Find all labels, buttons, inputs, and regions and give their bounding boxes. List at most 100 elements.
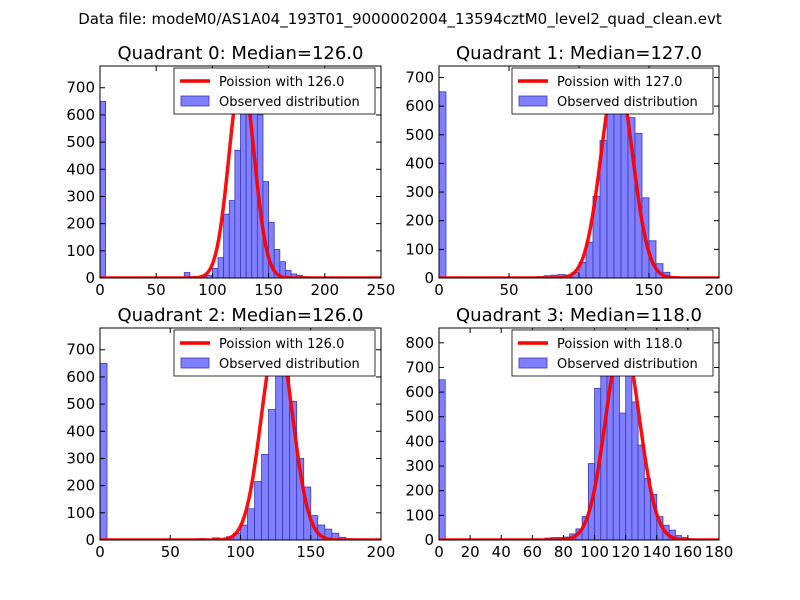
x-tick-label: 200 bbox=[705, 281, 734, 299]
x-tick-label: 100 bbox=[565, 281, 594, 299]
y-tick-label: 0 bbox=[85, 531, 95, 549]
x-tick-label: 140 bbox=[642, 543, 671, 561]
x-tick-label: 100 bbox=[580, 543, 609, 561]
legend-bar-swatch bbox=[518, 95, 548, 107]
histogram-bar bbox=[331, 532, 340, 540]
subplot-quadrant-3: 0 20 40 60 80 100 120 140 160 1800100200300400500… bbox=[405, 305, 733, 561]
y-tick-label: 500 bbox=[66, 395, 95, 413]
x-tick-label: 20 bbox=[461, 543, 480, 561]
y-tick-label: 800 bbox=[405, 334, 434, 352]
x-tick-label: 0 bbox=[95, 281, 105, 299]
histogram-bar bbox=[275, 356, 284, 540]
y-tick-label: 100 bbox=[405, 506, 434, 524]
legend-bar-swatch bbox=[180, 95, 210, 107]
y-tick-label: 200 bbox=[405, 482, 434, 500]
legend-label-poisson: Poission with 126.0 bbox=[219, 337, 344, 352]
plot-area bbox=[100, 335, 381, 540]
y-tick-label: 100 bbox=[405, 240, 434, 258]
x-tick-label: 200 bbox=[310, 281, 339, 299]
legend-label-observed: Observed distribution bbox=[219, 357, 360, 372]
y-tick-label: 400 bbox=[66, 422, 95, 440]
y-tick-label: 600 bbox=[66, 106, 95, 124]
x-tick-label: 80 bbox=[554, 543, 573, 561]
y-tick-label: 600 bbox=[66, 368, 95, 386]
subplot-quadrant-0: 0 50 100 150 200 250 0 100 200 300 400 500 600 700 Qua… bbox=[66, 43, 395, 299]
histogram-bar bbox=[268, 409, 277, 540]
y-tick-label: 700 bbox=[405, 68, 434, 86]
subplot-title: Quadrant 1: Median=127.0 bbox=[456, 43, 702, 64]
x-tick-label: 50 bbox=[161, 543, 180, 561]
histogram-bar bbox=[228, 200, 236, 278]
y-tick-label: 600 bbox=[405, 383, 434, 401]
x-tick-label: 120 bbox=[611, 543, 640, 561]
y-tick-label: 700 bbox=[66, 79, 95, 97]
y-tick-label: 0 bbox=[424, 531, 434, 549]
histogram-bar bbox=[247, 508, 255, 540]
y-tick-label: 700 bbox=[405, 358, 434, 376]
x-tick-label: 0 bbox=[434, 543, 444, 561]
x-tick-label: 50 bbox=[147, 281, 166, 299]
y-tick-label: 300 bbox=[66, 187, 95, 205]
y-tick-label: 600 bbox=[405, 97, 434, 115]
y-tick-label: 400 bbox=[66, 160, 95, 178]
y-tick-label: 400 bbox=[405, 154, 434, 172]
x-tick-label: 160 bbox=[674, 543, 703, 561]
legend-bar-swatch bbox=[180, 357, 210, 369]
legend-label-poisson: Poission with 118.0 bbox=[557, 337, 682, 352]
histogram-bar bbox=[439, 379, 446, 540]
histogram-bar bbox=[100, 100, 107, 278]
histogram-bar bbox=[240, 111, 247, 278]
y-tick-label: 100 bbox=[66, 242, 95, 260]
subplot-quadrant-2: 0 50 100 150 200 0 100 200 300 400 500 600 700 Quadra… bbox=[66, 305, 395, 561]
y-tick-label: 300 bbox=[405, 457, 434, 475]
legend: Poission with 126.0 Observed distribution bbox=[173, 329, 376, 377]
y-tick-label: 200 bbox=[66, 477, 95, 495]
histogram-bar bbox=[234, 149, 241, 278]
x-tick-label: 150 bbox=[296, 543, 325, 561]
histogram-bar bbox=[254, 481, 262, 540]
y-tick-label: 500 bbox=[405, 126, 434, 144]
axes-frame bbox=[99, 65, 382, 279]
y-tick-label: 400 bbox=[405, 432, 434, 450]
x-tick-label: 60 bbox=[523, 543, 542, 561]
y-tick-label: 300 bbox=[66, 449, 95, 467]
histogram-bar bbox=[637, 444, 645, 540]
histogram-bar bbox=[606, 105, 615, 278]
histogram-bar bbox=[279, 261, 286, 278]
legend-label-observed: Observed distribution bbox=[557, 95, 698, 110]
x-tick-label: 150 bbox=[635, 281, 664, 299]
histogram-bar bbox=[631, 401, 639, 540]
legend: Poission with 126.0 Observed distribution bbox=[173, 67, 376, 115]
y-tick-label: 500 bbox=[66, 133, 95, 151]
y-tick-label: 0 bbox=[85, 269, 95, 287]
figure-title: Data file: modeM0/AS1A04_193T01_90000020… bbox=[78, 10, 722, 29]
y-tick-label: 100 bbox=[66, 504, 95, 522]
histogram-bar bbox=[261, 453, 270, 540]
x-tick-label: 180 bbox=[705, 543, 734, 561]
plot-area bbox=[439, 72, 719, 278]
y-tick-label: 0 bbox=[424, 269, 434, 287]
y-tick-label: 500 bbox=[405, 408, 434, 426]
poisson-curve bbox=[439, 337, 719, 540]
histogram-bar bbox=[619, 412, 627, 540]
x-tick-label: 100 bbox=[198, 281, 227, 299]
y-tick-label: 700 bbox=[66, 341, 95, 359]
histogram-bar bbox=[439, 91, 447, 278]
histogram-bar bbox=[100, 362, 108, 540]
x-tick-label: 40 bbox=[492, 543, 511, 561]
y-tick-label: 200 bbox=[405, 212, 434, 230]
subplot-title: Quadrant 0: Median=126.0 bbox=[118, 43, 364, 64]
x-tick-label: 50 bbox=[499, 281, 518, 299]
histogram-bar bbox=[211, 268, 219, 278]
x-tick-label: 100 bbox=[226, 543, 255, 561]
y-tick-label: 300 bbox=[405, 183, 434, 201]
subplot-title: Quadrant 2: Median=126.0 bbox=[118, 305, 364, 326]
y-tick-label: 200 bbox=[66, 215, 95, 233]
legend-label-poisson: Poission with 127.0 bbox=[557, 75, 682, 90]
histogram-bar bbox=[223, 213, 230, 278]
legend-label-observed: Observed distribution bbox=[219, 95, 360, 110]
subplot-quadrant-1: 0 50 100 150 200 0 100 200 300 400 500 600 700 Quadra… bbox=[405, 43, 733, 299]
x-tick-label: 0 bbox=[434, 281, 444, 299]
x-tick-label: 200 bbox=[367, 543, 396, 561]
